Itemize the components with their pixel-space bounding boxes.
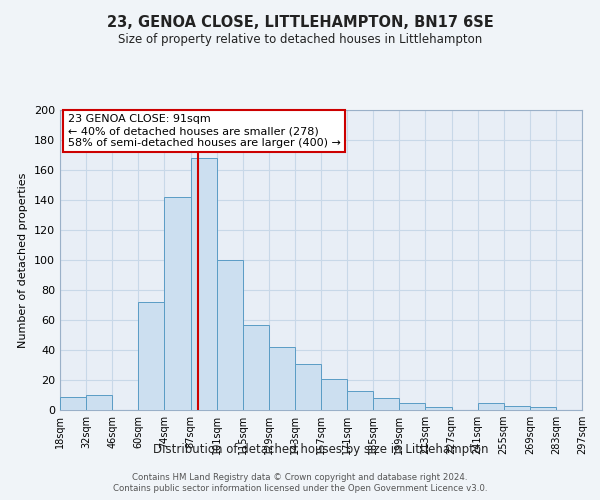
Text: Distribution of detached houses by size in Littlehampton: Distribution of detached houses by size … [153, 442, 489, 456]
Text: Contains public sector information licensed under the Open Government Licence v3: Contains public sector information licen… [113, 484, 487, 493]
Bar [478, 402, 504, 410]
Bar [347, 390, 373, 410]
Bar [295, 364, 321, 410]
Bar [60, 396, 86, 410]
Text: Size of property relative to detached houses in Littlehampton: Size of property relative to detached ho… [118, 32, 482, 46]
Bar [217, 260, 243, 410]
Bar [243, 324, 269, 410]
Text: Contains HM Land Registry data © Crown copyright and database right 2024.: Contains HM Land Registry data © Crown c… [132, 472, 468, 482]
Bar [373, 398, 400, 410]
Y-axis label: Number of detached properties: Number of detached properties [19, 172, 28, 348]
Bar [164, 197, 191, 410]
Bar [530, 407, 556, 410]
Bar [321, 378, 347, 410]
Text: 23, GENOA CLOSE, LITTLEHAMPTON, BN17 6SE: 23, GENOA CLOSE, LITTLEHAMPTON, BN17 6SE [107, 15, 493, 30]
Bar [504, 406, 530, 410]
Bar [425, 407, 452, 410]
Bar [400, 402, 425, 410]
Text: 23 GENOA CLOSE: 91sqm
← 40% of detached houses are smaller (278)
58% of semi-det: 23 GENOA CLOSE: 91sqm ← 40% of detached … [68, 114, 341, 148]
Bar [139, 302, 164, 410]
Bar [269, 347, 295, 410]
Bar [191, 158, 217, 410]
Bar [86, 395, 112, 410]
